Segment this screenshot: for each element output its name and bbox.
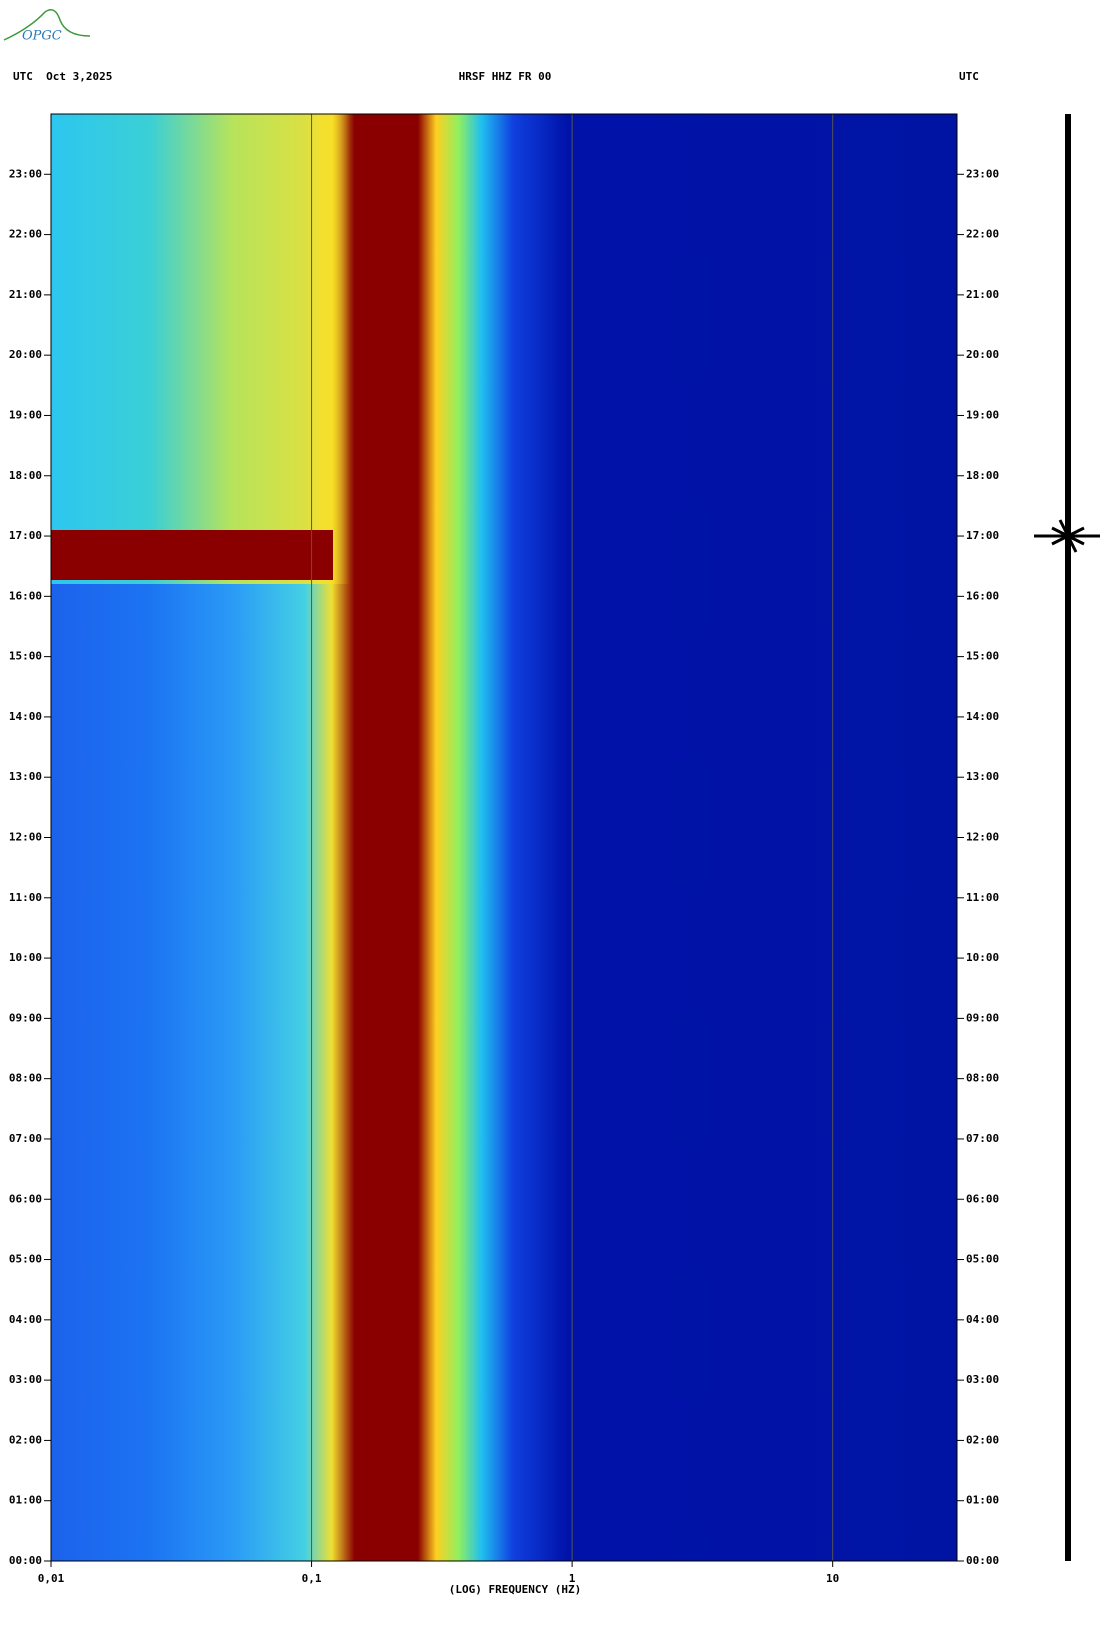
y-tick-label-right: 00:00 <box>966 1554 999 1567</box>
y-tick-label-left: 08:00 <box>9 1072 42 1085</box>
plot-frame <box>50 113 958 1562</box>
y-tick-label-left: 15:00 <box>9 650 42 663</box>
y-tick-label-left: 05:00 <box>9 1253 42 1266</box>
y-tick-label-left: 11:00 <box>9 891 42 904</box>
y-tick-label-right: 22:00 <box>966 228 999 241</box>
y-tick-label-left: 10:00 <box>9 951 42 964</box>
y-tick-label-left: 23:00 <box>9 167 42 180</box>
y-tick-label-left: 18:00 <box>9 469 42 482</box>
y-tick-label-right: 12:00 <box>966 831 999 844</box>
logo: OPGC <box>3 9 91 44</box>
y-tick-label-right: 06:00 <box>966 1192 999 1205</box>
y-tick-label-left: 12:00 <box>9 831 42 844</box>
x-tick-label: 0,01 <box>38 1572 65 1585</box>
spectrogram-image-upper <box>51 114 957 584</box>
y-tick-label-left: 07:00 <box>9 1132 42 1145</box>
date-label: UTC Oct 3,2025 <box>13 70 112 83</box>
y-tick-label-left: 04:00 <box>9 1313 42 1326</box>
y-tick-label-right: 14:00 <box>966 710 999 723</box>
y-tick-label-right: 11:00 <box>966 891 999 904</box>
y-tick-label-right: 07:00 <box>966 1132 999 1145</box>
y-tick-label-right: 04:00 <box>966 1313 999 1326</box>
y-tick-label-right: 18:00 <box>966 469 999 482</box>
y-tick-label-left: 16:00 <box>9 589 42 602</box>
y-tick-label-right: 19:00 <box>966 408 999 421</box>
y-tick-label-right: 03:00 <box>966 1373 999 1386</box>
y-tick-label-left: 20:00 <box>9 348 42 361</box>
y-tick-label-left: 00:00 <box>9 1554 42 1567</box>
y-tick-label-left: 22:00 <box>9 228 42 241</box>
x-tick-label: 0,1 <box>302 1572 322 1585</box>
y-tick-label-right: 16:00 <box>966 589 999 602</box>
waveform-event <box>1034 519 1100 553</box>
y-tick-label-right: 01:00 <box>966 1494 999 1507</box>
y-tick-label-right: 21:00 <box>966 288 999 301</box>
y-tick-label-left: 21:00 <box>9 288 42 301</box>
y-tick-label-left: 01:00 <box>9 1494 42 1507</box>
y-tick-label-right: 20:00 <box>966 348 999 361</box>
y-tick-label-right: 17:00 <box>966 529 999 542</box>
chart-title: HRSF HHZ FR 00 <box>459 70 552 83</box>
y-tick-label-left: 09:00 <box>9 1011 42 1024</box>
x-tick-label: 1 <box>569 1572 576 1585</box>
y-tick-label-right: 10:00 <box>966 951 999 964</box>
y-tick-label-right: 02:00 <box>966 1433 999 1446</box>
logo-text: OPGC <box>22 29 62 44</box>
y-tick-label-right: 08:00 <box>966 1072 999 1085</box>
y-tick-label-left: 14:00 <box>9 710 42 723</box>
y-tick-label-left: 17:00 <box>9 529 42 542</box>
y-tick-label-left: 03:00 <box>9 1373 42 1386</box>
x-tick-label: 10 <box>826 1572 839 1585</box>
x-axis-label: (LOG) FREQUENCY (HZ) <box>449 1583 581 1596</box>
y-tick-label-right: 05:00 <box>966 1253 999 1266</box>
spectrogram-event <box>51 530 333 580</box>
y-tick-label-left: 13:00 <box>9 770 42 783</box>
y-tick-label-right: 23:00 <box>966 167 999 180</box>
y-tick-label-left: 19:00 <box>9 408 42 421</box>
y-tick-label-left: 06:00 <box>9 1192 42 1205</box>
right-label: UTC <box>959 70 979 83</box>
y-tick-label-right: 09:00 <box>966 1011 999 1024</box>
y-tick-label-right: 15:00 <box>966 650 999 663</box>
y-tick-label-left: 02:00 <box>9 1433 42 1446</box>
y-tick-label-right: 13:00 <box>966 770 999 783</box>
